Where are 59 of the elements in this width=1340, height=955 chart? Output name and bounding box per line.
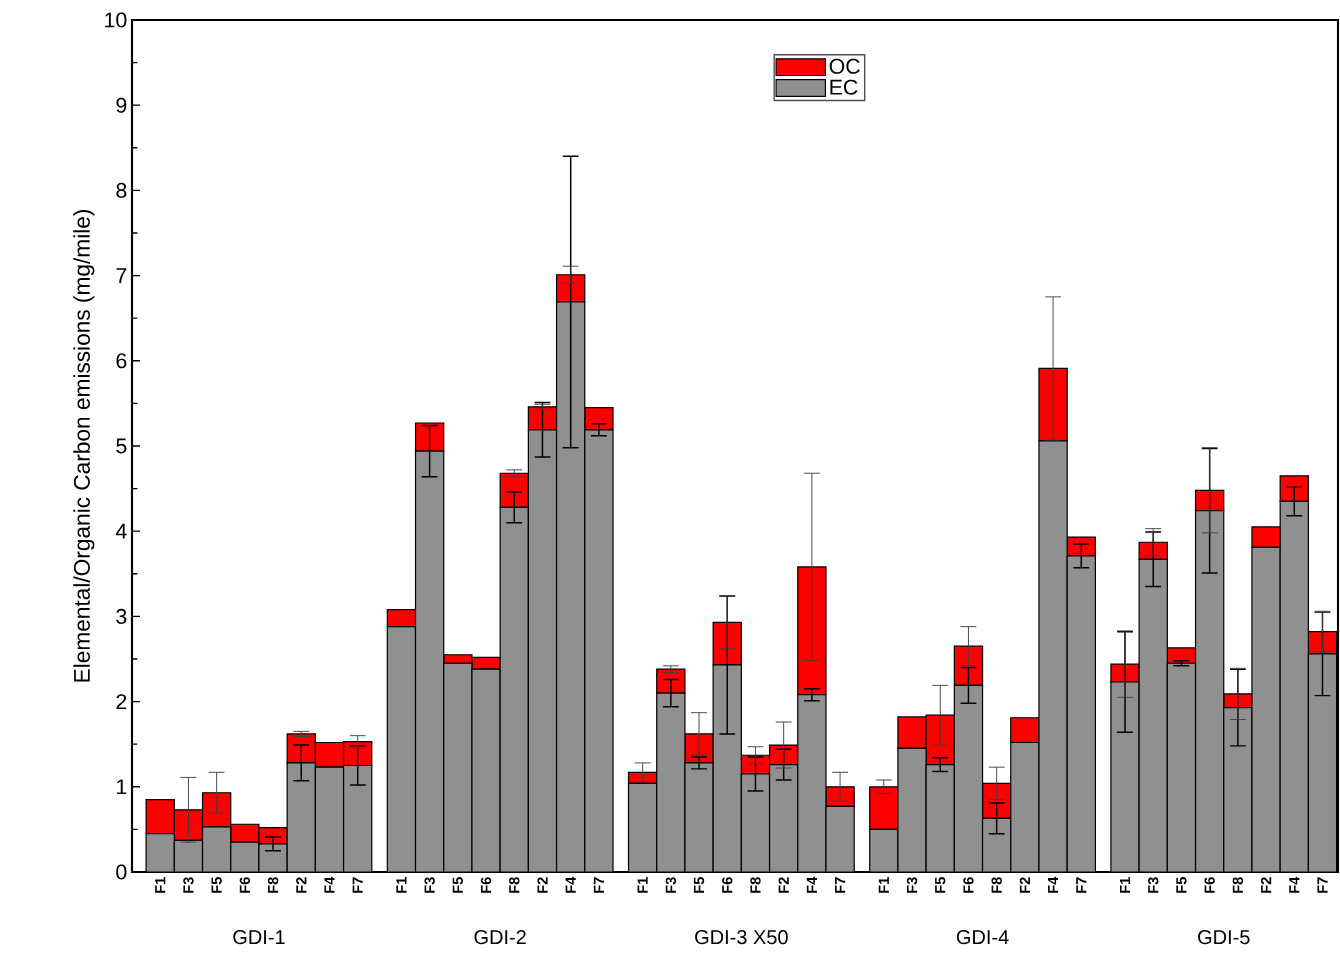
y-tick-label: 6 <box>116 353 127 369</box>
x-tick-label: F1 <box>155 877 166 893</box>
x-tick-label: F5 <box>452 877 463 893</box>
x-tick-label: F5 <box>211 877 222 893</box>
x-tick-label: F1 <box>1119 877 1131 893</box>
x-tick-label: F1 <box>396 877 407 893</box>
y-tick-label: 5 <box>116 438 127 454</box>
x-tick-label: F6 <box>722 877 733 893</box>
x-tick-label: F6 <box>239 877 251 893</box>
y-tick-label: 1 <box>117 779 127 795</box>
legend-label: EC <box>830 79 858 95</box>
x-tick-label: F3 <box>1148 877 1159 893</box>
x-tick-label: F4 <box>324 876 335 893</box>
x-tick-label: F3 <box>906 877 918 893</box>
x-tick-label: F4 <box>1289 876 1300 893</box>
x-tick-label: F6 <box>963 877 974 893</box>
x-tick-label: F3 <box>424 877 435 893</box>
x-tick-label: F3 <box>183 877 194 893</box>
y-tick-label: 3 <box>116 608 127 624</box>
y-tick-label: 8 <box>116 182 127 198</box>
text: GDI-4 <box>956 930 1009 945</box>
x-tick-label: F6 <box>480 877 492 893</box>
x-tick-label: F7 <box>593 877 604 893</box>
x-tick-label: F4 <box>1048 876 1059 893</box>
y-tick-label: 9 <box>116 97 127 113</box>
x-tick-label: F4 <box>806 876 817 893</box>
x-tick-label: F1 <box>637 877 648 893</box>
x-tick-label: F8 <box>1232 877 1244 893</box>
x-tick-label: F8 <box>267 877 279 893</box>
x-tick-label: F5 <box>693 877 705 893</box>
x-tick-label: F3 <box>665 877 677 893</box>
x-tick-label: F2 <box>296 877 307 893</box>
x-tick-label: F8 <box>509 877 520 893</box>
x-tick-label: F7 <box>352 877 363 893</box>
x-tick-label: F5 <box>1176 877 1187 893</box>
text: GDI-1 <box>233 930 285 945</box>
x-tick-label: F8 <box>750 877 761 893</box>
x-tick-label: F7 <box>835 877 846 893</box>
x-tick-label: F8 <box>991 877 1002 893</box>
x-tick-label: F2 <box>537 877 548 893</box>
text: GDI-2 <box>474 930 526 945</box>
x-tick-label: F6 <box>1204 877 1215 893</box>
x-tick-label: F2 <box>778 877 789 893</box>
y-tick-label: 7 <box>116 268 127 283</box>
x-tick-label: F7 <box>1317 877 1328 893</box>
y-tick-label: 0 <box>116 864 127 880</box>
text: GDI-5 <box>1198 930 1250 945</box>
x-tick-label: F2 <box>1019 877 1030 893</box>
x-tick-label: F4 <box>565 876 576 893</box>
text: GDI-3 X50 <box>695 930 788 945</box>
y-tick-label: 10 <box>105 12 127 28</box>
y-tick-label: 2 <box>116 694 127 710</box>
legend-label: OC <box>829 58 860 74</box>
x-tick-label: F5 <box>935 877 946 893</box>
y-axis-title: Elemental/Organic Carbon emissions (mg/mile) <box>73 210 95 682</box>
y-tick-label: 4 <box>115 523 127 539</box>
x-tick-label: F2 <box>1260 877 1272 893</box>
x-tick-label: F7 <box>1076 877 1087 893</box>
x-tick-label: F1 <box>878 877 889 893</box>
